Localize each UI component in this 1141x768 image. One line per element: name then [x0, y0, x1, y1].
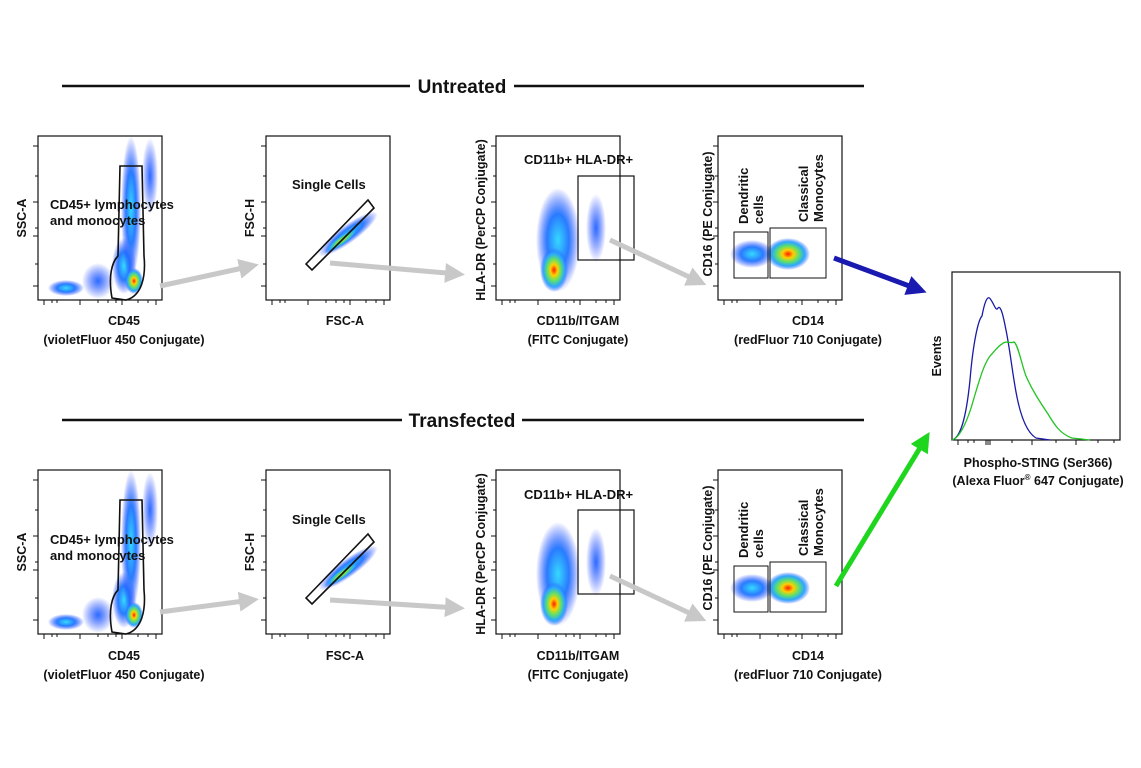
cd14-ylabel: CD16 (PE Conjugate): [701, 485, 715, 610]
cd45-plot-transfected: SSC-A CD45+ lymphocytes and monocytes CD…: [15, 470, 205, 682]
cd14-plot-transfected: CD16 (PE Conjugate) Dendritic cells Clas…: [701, 470, 882, 682]
cd14-gate-mono-2: Monocytes: [811, 154, 826, 222]
cd45-xlabel-2: (violetFluor 450 Conjugate): [43, 668, 204, 682]
histogram-xlabel-2-pre: (Alexa Fluor: [952, 474, 1024, 488]
cd45-gate-label-2: and monocytes: [50, 548, 145, 563]
gate-arrow-2-transfected: [329, 597, 465, 618]
cd14-gate-dc-2: cells: [751, 529, 766, 558]
singlets-plot-transfected: FSC-H Single Cells FSC-A: [243, 470, 390, 663]
cd45-xlabel-1: CD45: [108, 314, 140, 328]
cd45-ylabel: SSC-A: [15, 533, 29, 572]
histogram-xlabel-2-post: 647 Conjugate): [1031, 474, 1124, 488]
cd45-plot-untreated: SSC-A CD45+ lymphocytes and monocytes CD…: [15, 136, 205, 347]
cd14-gate-mono-2: Monocytes: [811, 488, 826, 556]
untreated-title: Untreated: [418, 77, 507, 98]
cd14-xlabel-2: (redFluor 710 Conjugate): [734, 333, 882, 347]
cd45-ylabel: SSC-A: [15, 199, 29, 238]
cd11b-gate-label: CD11b+ HLA-DR+: [524, 487, 633, 502]
cd14-ylabel: CD16 (PE Conjugate): [701, 151, 715, 276]
histogram-ylabel: Events: [930, 335, 944, 376]
cd14-xlabel-2: (redFluor 710 Conjugate): [734, 668, 882, 682]
histogram-frame: [951, 271, 1121, 441]
transfected-title: Transfected: [409, 411, 516, 432]
cd11b-ylabel: HLA-DR (PerCP Conjugate): [474, 139, 488, 301]
transfected-histogram-curve: [951, 341, 1091, 441]
untreated-histogram-curve: [951, 297, 1051, 441]
gate-arrow-1-transfected: [159, 591, 259, 615]
untreated-section-header: Untreated: [62, 77, 864, 98]
cd14-plot-untreated: CD16 (PE Conjugate) Dendritic cells Clas…: [701, 136, 882, 347]
singlets-xlabel: FSC-A: [326, 314, 364, 328]
transfected-to-histogram-arrow: [833, 432, 930, 588]
transfected-row: SSC-A CD45+ lymphocytes and monocytes CD…: [15, 432, 930, 682]
cd11b-gate-label: CD11b+ HLA-DR+: [524, 152, 633, 167]
cd45-gate-label-1: CD45+ lymphocytes: [50, 197, 174, 212]
cd14-gate-mono-1: Classical: [796, 166, 811, 222]
cd11b-xlabel-2: (FITC Conjugate): [528, 333, 629, 347]
singlets-xlabel: FSC-A: [326, 649, 364, 663]
cd45-gate-label-1: CD45+ lymphocytes: [50, 532, 174, 547]
cd45-xlabel-1: CD45: [108, 649, 140, 663]
gate-arrow-3-transfected: [608, 573, 707, 622]
cd14-gate-dc-1: Dendritic: [736, 502, 751, 558]
gate-arrow-3-untreated: [608, 237, 707, 286]
gate-arrow-1-untreated: [159, 258, 259, 289]
untreated-to-histogram-arrow: [833, 255, 927, 295]
histogram-xlabel-2-sup: ®: [1025, 473, 1031, 482]
cd14-gate-dc-2: cells: [751, 195, 766, 224]
singlets-ylabel: FSC-H: [243, 533, 257, 571]
phospho-sting-histogram: Events Phospho-STING (Ser366) (Alexa Flu…: [930, 271, 1124, 488]
cd14-gate-mono-1: Classical: [796, 500, 811, 556]
histogram-xlabel-2: (Alexa Fluor® 647 Conjugate): [952, 473, 1123, 488]
transfected-section-header: Transfected: [62, 411, 864, 432]
histogram-xlabel-1: Phospho-STING (Ser366): [964, 456, 1113, 470]
untreated-row: SSC-A CD45+ lymphocytes and monocytes CD…: [15, 136, 927, 347]
singlets-gate-label: Single Cells: [292, 177, 366, 192]
cd14-gate-dc-1: Dendritic: [736, 168, 751, 224]
cd11b-plot-untreated: HLA-DR (PerCP Conjugate) CD11b+ HLA-DR+ …: [474, 136, 634, 347]
singlets-gate-label: Single Cells: [292, 512, 366, 527]
gate-arrow-2-untreated: [329, 260, 465, 283]
cd14-xlabel-1: CD14: [792, 649, 824, 663]
singlets-plot-untreated: FSC-H Single Cells FSC-A: [243, 136, 390, 328]
cd45-xlabel-2: (violetFluor 450 Conjugate): [43, 333, 204, 347]
cd45-gate-label-2: and monocytes: [50, 213, 145, 228]
cd11b-xlabel-2: (FITC Conjugate): [528, 668, 629, 682]
cd14-xlabel-1: CD14: [792, 314, 824, 328]
cd11b-xlabel-1: CD11b/ITGAM: [537, 314, 620, 328]
cd11b-plot-transfected: HLA-DR (PerCP Conjugate) CD11b+ HLA-DR+ …: [474, 470, 634, 682]
cd11b-ylabel: HLA-DR (PerCP Conjugate): [474, 473, 488, 635]
singlets-ylabel: FSC-H: [243, 199, 257, 237]
cd11b-xlabel-1: CD11b/ITGAM: [537, 649, 620, 663]
